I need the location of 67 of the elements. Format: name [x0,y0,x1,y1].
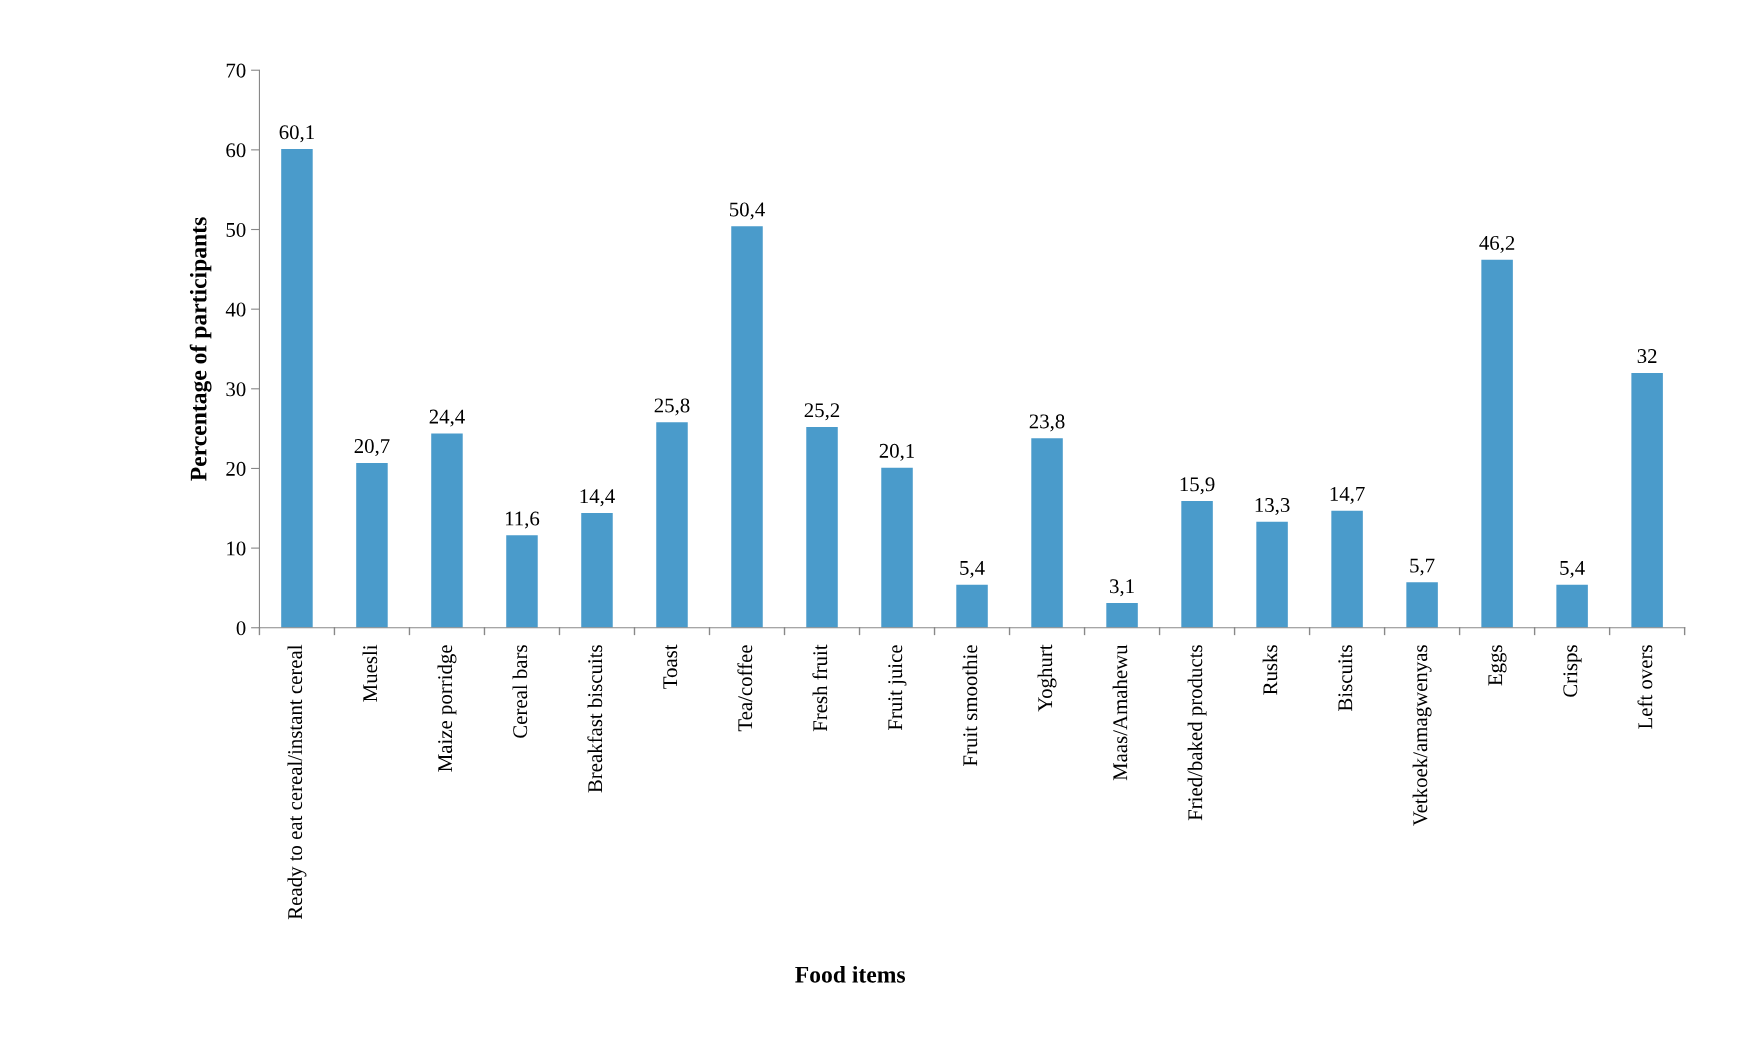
data-label: 25,8 [654,398,690,416]
data-label: 23,8 [1029,414,1065,432]
x-tick-label: Biscuits [1338,645,1353,711]
x-tick-label: Yoghurt [1037,644,1057,712]
bar [1181,501,1213,628]
data-label: 25,2 [804,403,840,421]
bar [431,433,463,628]
data-label: 20,7 [354,439,390,457]
data-label: 13,3 [1255,498,1290,516]
bar [356,462,388,628]
x-tick-label: Fried/baked products [1187,645,1207,821]
y-axis-title: Percentage of participants [189,217,212,481]
bar [281,149,313,628]
bar [1031,438,1063,628]
bar [581,513,613,628]
y-tick-label: 10 [227,541,246,556]
data-label: 24,4 [429,409,465,427]
x-tick-label: Rusks [1262,645,1278,695]
x-tick-label: Left overs [1637,645,1653,729]
x-tick-label: Eggs [1488,645,1507,686]
x-tick-label: Vetkoek/amagwenyas [1412,645,1432,826]
bar [1106,603,1138,628]
data-label: 32 [1637,349,1657,364]
data-label: 46,2 [1479,235,1515,253]
data-label: 5,7 [1410,558,1435,576]
bar [956,584,988,628]
x-tick-label: Crisps [1563,645,1582,697]
bar [731,226,763,628]
y-tick-label: 60 [226,143,246,158]
y-tick-label: 40 [225,302,246,317]
y-tick-label: 50 [226,222,246,237]
x-tick-label: Tea/coffee [737,645,753,732]
bar [806,427,838,628]
data-label: 15,9 [1180,477,1215,495]
bar [1556,584,1588,628]
x-tick-label: Fruit juice [888,645,907,731]
x-tick-label: Ready to eat cereal/instant cereal [287,644,307,920]
bar [1256,521,1288,628]
x-tick-label: Fresh fruit [812,644,828,732]
bar [1331,510,1363,628]
y-tick-label: 20 [226,461,246,476]
x-tick-label: Cereal bars [512,645,528,738]
bar [1631,372,1663,628]
bar [1481,259,1513,628]
bar [1406,582,1438,628]
x-tick-label: Fruit smoothie [962,645,978,766]
data-label: 5,4 [1560,561,1585,578]
data-label: 11,6 [505,511,540,529]
bar [506,535,538,628]
data-label: 60,1 [279,125,314,143]
x-axis-title: Food items [795,966,906,983]
x-tick-label: Muesli [362,644,378,702]
data-label: 14,4 [580,489,615,507]
x-tick-label: Maas/Amahewu [1112,644,1128,781]
data-label: 3,1 [1110,579,1134,597]
x-tick-label: Toast [663,644,678,689]
x-tick-label: Maize porridge [437,645,457,772]
y-tick-label: 30 [226,382,246,397]
data-label: 50,4 [729,202,765,220]
y-tick-label: 70 [226,63,246,78]
data-label: 14,7 [1330,486,1365,504]
bar [881,467,913,628]
data-label: 5,4 [960,561,985,578]
bar [656,422,688,628]
y-tick-label: 0 [236,621,246,636]
x-tick-label: Breakfast biscuits [587,645,603,793]
data-label: 20,1 [879,443,915,461]
